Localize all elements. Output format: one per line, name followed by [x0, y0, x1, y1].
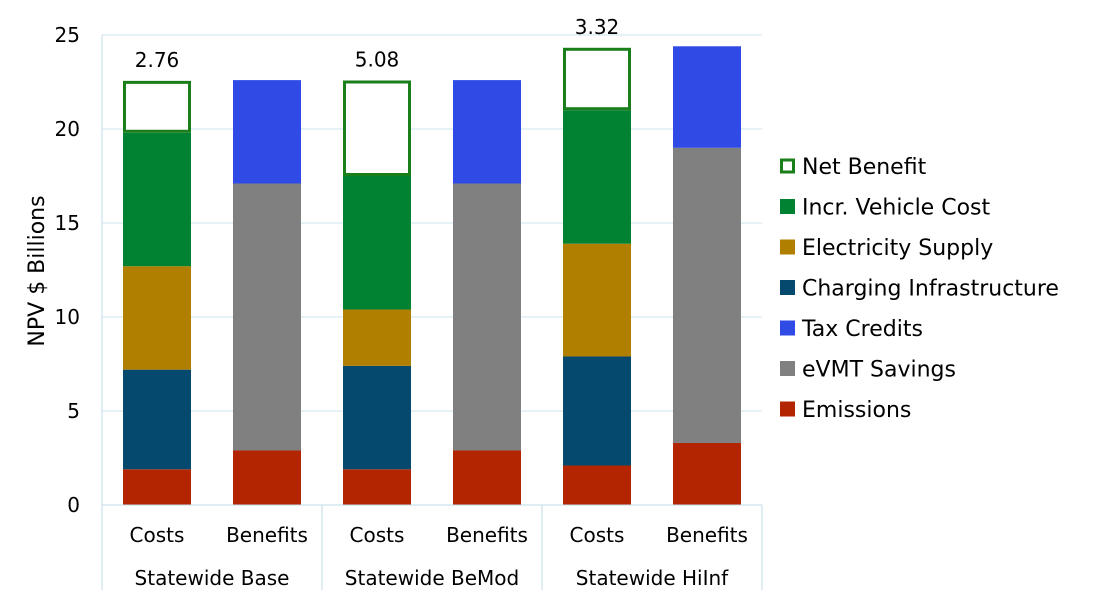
y-tick-label: 0 [67, 493, 80, 517]
bar-segment-net-benefit [123, 80, 191, 133]
bar-segment-net-benefit [343, 80, 411, 176]
legend-swatch [780, 158, 795, 174]
legend-label: Incr. Vehicle Cost [802, 196, 990, 221]
group-label: Statewide BeMod [345, 566, 519, 590]
bar-segment-electricity-supply [123, 266, 191, 370]
x-tick-label: Benefits [666, 523, 748, 547]
bar-segment-incr-vehicle-cost [563, 110, 631, 244]
bar-segment-charging-infrastructure [123, 369, 191, 470]
legend-label: Charging Infrastructure [802, 277, 1059, 302]
legend-label: Electricity Supply [802, 236, 993, 261]
bar-segment-evmt-savings [233, 183, 301, 451]
bar-segment-electricity-supply [563, 243, 631, 357]
bar-segment-tax-credits [453, 80, 521, 184]
gridlines [102, 34, 762, 412]
legend-label: Emissions [802, 398, 911, 423]
x-tick-label: Costs [350, 523, 405, 547]
legend-label: eVMT Savings [802, 358, 956, 383]
bar-segment-incr-vehicle-cost [343, 176, 411, 310]
legend-swatch [780, 320, 795, 336]
data-label: 5.08 [355, 47, 400, 71]
legend-swatch [780, 199, 795, 214]
group-label: Statewide HiInf [576, 566, 729, 590]
data-labels: 2.76 5.08 3.32 [135, 15, 620, 72]
bar-segment-tax-credits [233, 80, 301, 184]
data-label: 3.32 [575, 15, 620, 39]
y-axis-label: NPV $ Billions [25, 195, 50, 346]
bar-segment-electricity-supply [343, 309, 411, 366]
group-label: Statewide Base [135, 566, 290, 590]
x-tick-label: Costs [570, 523, 625, 547]
bars [123, 46, 741, 505]
bar-segment-emissions [343, 469, 411, 505]
data-label: 2.76 [135, 48, 180, 72]
legend-label: Net Benefit [802, 155, 927, 180]
bar-segment-emissions [563, 465, 631, 505]
bar-segment-charging-infrastructure [563, 356, 631, 466]
legend-swatch [780, 361, 795, 376]
y-tick-label: 5 [67, 399, 80, 423]
legend-swatch [780, 401, 795, 417]
y-tick-label: 10 [55, 305, 80, 329]
x-tick-label: Benefits [446, 523, 528, 547]
bar-segment-emissions [453, 450, 521, 505]
bar-segment-incr-vehicle-cost [123, 132, 191, 267]
legend-swatch [780, 239, 795, 255]
axes: 0 5 10 15 20 25 Costs Benefits Costs Benefits Cost… [55, 23, 763, 590]
bar-segment-evmt-savings [673, 147, 741, 443]
x-tick-label: Benefits [226, 523, 308, 547]
legend-swatch [780, 280, 795, 295]
bar-segment-net-benefit [563, 47, 631, 111]
legend-label: Tax Credits [801, 317, 923, 342]
y-tick-label: 25 [55, 23, 80, 47]
bar-segment-emissions [123, 469, 191, 505]
legend: Net Benefit Incr. Vehicle Cost Electricity… [780, 155, 1059, 423]
x-tick-label: Costs [130, 523, 185, 547]
bar-segment-evmt-savings [453, 183, 521, 451]
bar-segment-emissions [673, 442, 741, 505]
y-tick-label: 20 [55, 117, 80, 141]
bar-segment-charging-infrastructure [343, 365, 411, 470]
bar-segment-tax-credits [673, 46, 741, 148]
bar-segment-emissions [233, 450, 301, 505]
y-tick-label: 15 [55, 211, 80, 235]
